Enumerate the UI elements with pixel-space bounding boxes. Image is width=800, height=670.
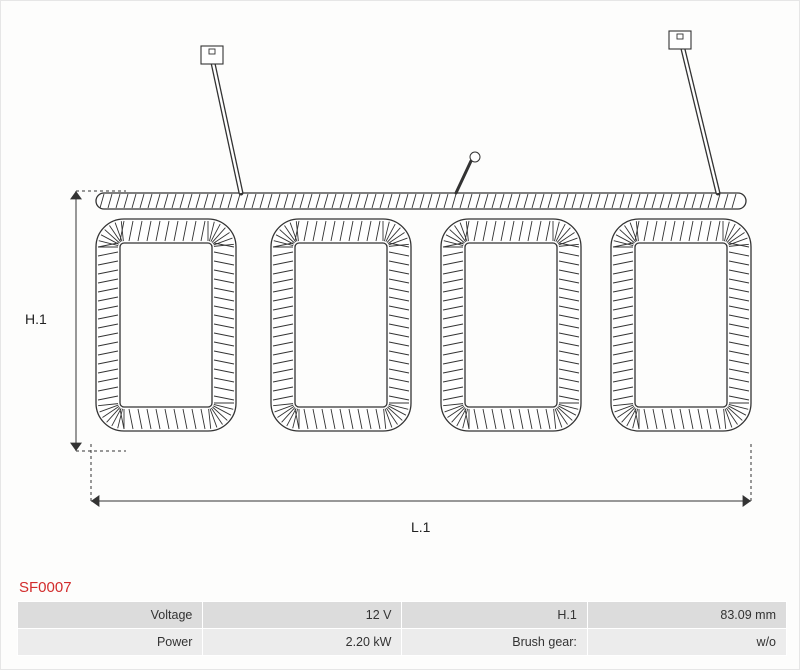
table-row: Power 2.20 kW Brush gear: w/o bbox=[18, 629, 787, 656]
spec-label: Voltage bbox=[18, 602, 203, 629]
spec-value: 12 V bbox=[203, 602, 402, 629]
spec-value: w/o bbox=[587, 629, 786, 656]
spec-value: 2.20 kW bbox=[203, 629, 402, 656]
part-id: SF0007 bbox=[19, 579, 72, 596]
field-coil-diagram bbox=[1, 1, 800, 581]
spec-label: Power bbox=[18, 629, 203, 656]
page-root: H.1 L.1 SF0007 Voltage 12 V H.1 83.09 mm… bbox=[0, 0, 800, 670]
dim-label-h1: H.1 bbox=[25, 311, 47, 327]
spec-label: H.1 bbox=[402, 602, 587, 629]
spec-table: Voltage 12 V H.1 83.09 mm Power 2.20 kW … bbox=[17, 601, 787, 656]
spec-value: 83.09 mm bbox=[587, 602, 786, 629]
spec-label: Brush gear: bbox=[402, 629, 587, 656]
dim-label-l1: L.1 bbox=[411, 519, 430, 535]
table-row: Voltage 12 V H.1 83.09 mm bbox=[18, 602, 787, 629]
